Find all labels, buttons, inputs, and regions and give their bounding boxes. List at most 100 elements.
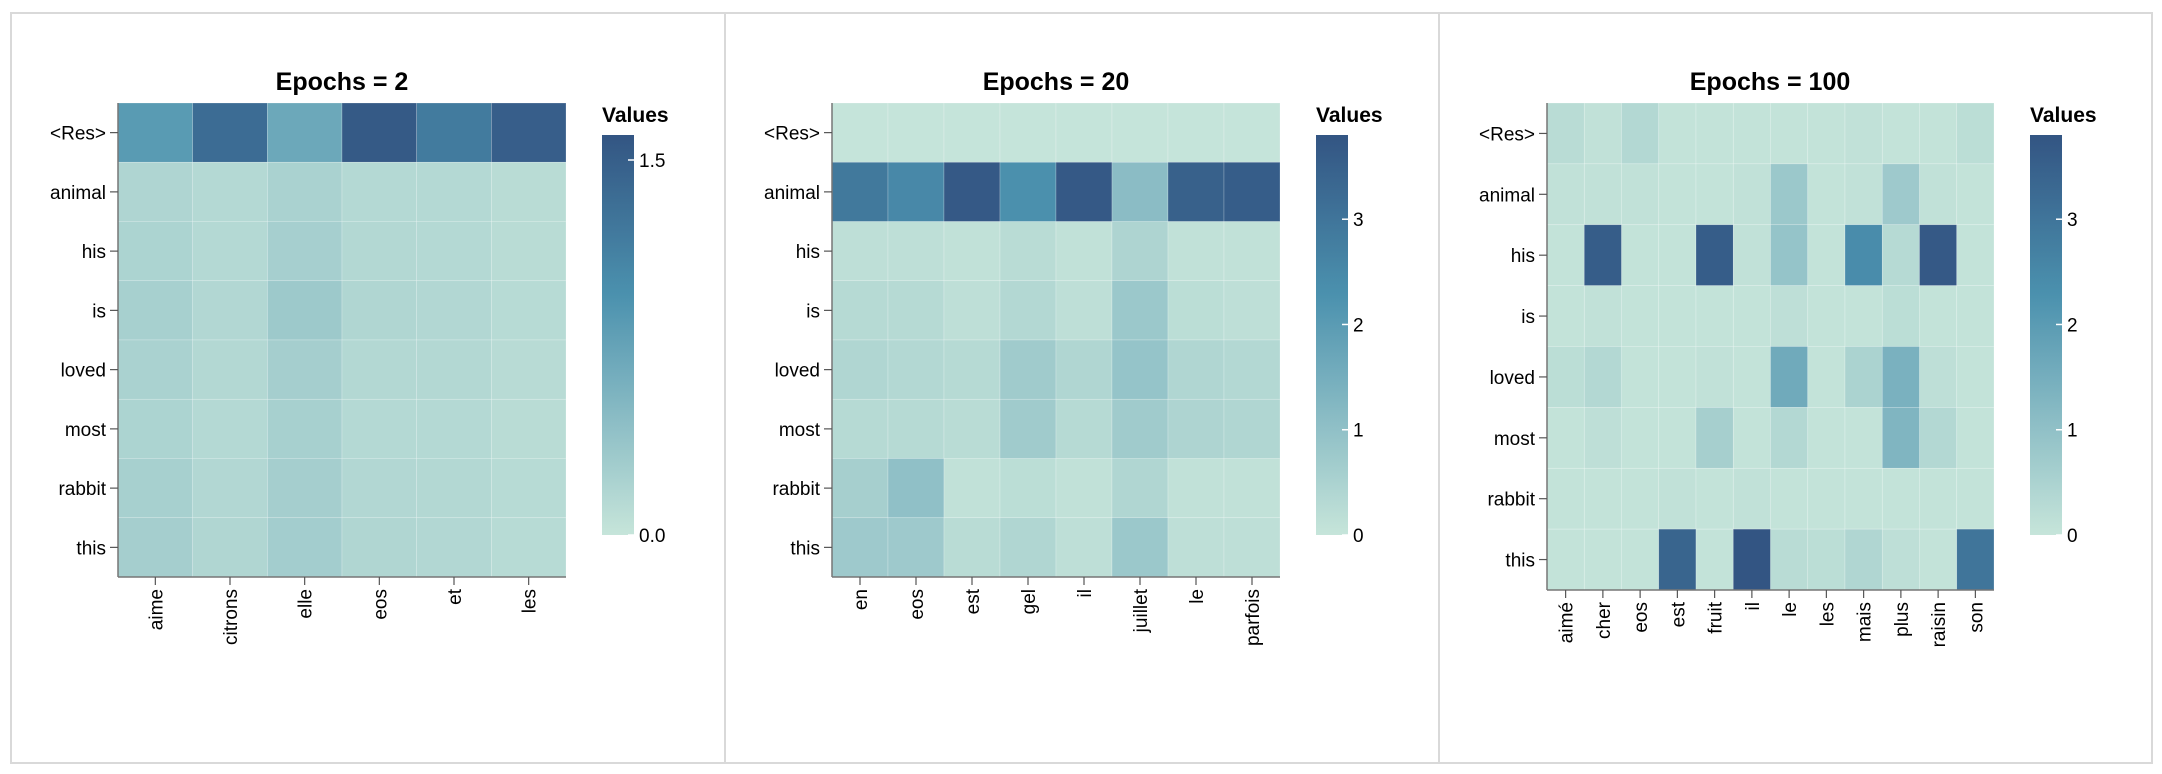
y-tick-label: most (779, 420, 821, 441)
heatmap-cell (1658, 407, 1697, 469)
heatmap-cell (1770, 224, 1809, 286)
heatmap-cell (491, 221, 567, 282)
heatmap-cell (1621, 528, 1660, 591)
x-tick-label: eos (370, 589, 391, 620)
heatmap-cell (1770, 407, 1809, 469)
x-tick-label: eos (907, 589, 928, 620)
heatmap-cell (117, 339, 193, 400)
heatmap-cell (1055, 221, 1113, 282)
heatmap-cell (1658, 224, 1697, 286)
heatmap-cell (1956, 346, 1995, 408)
heatmap-cell (943, 280, 1001, 341)
y-tick-label: this (790, 538, 820, 559)
heatmap-cell (831, 458, 889, 519)
heatmap-cell (1223, 517, 1281, 578)
heatmap-cell (1621, 224, 1660, 286)
y-tick-label: his (82, 242, 106, 263)
heatmap-cell (1956, 224, 1995, 286)
heatmap-cell (1844, 467, 1883, 530)
heatmap-cell (831, 398, 889, 459)
heatmap-cell (1807, 407, 1846, 469)
heatmap-cell (999, 102, 1057, 163)
heatmap-cell (341, 458, 417, 519)
x-tick-label: plus (1892, 602, 1913, 637)
colorbar-tick-label: 1 (1353, 421, 1364, 442)
heatmap-cell (1621, 407, 1660, 469)
colorbar-tick-label: 2 (2067, 315, 2078, 336)
heatmap-cell (1583, 407, 1622, 469)
heatmap-cell (267, 161, 343, 222)
x-tick-label: eos (1631, 602, 1652, 633)
y-tick-label: rabbit (58, 479, 106, 500)
heatmap-cell (1807, 102, 1846, 165)
x-tick-label: le (1780, 602, 1801, 617)
heatmap-cell (887, 339, 945, 400)
heatmap-cell (192, 458, 268, 519)
x-tick-label: aimé (1557, 602, 1578, 643)
heatmap-cell (1223, 339, 1281, 400)
heatmap-cell (341, 339, 417, 400)
heatmap-cell (1956, 467, 1995, 530)
heatmap-cell (1844, 346, 1883, 408)
heatmap-cell (1807, 528, 1846, 591)
heatmap-cell (943, 102, 1001, 163)
y-tick-label: loved (61, 361, 106, 382)
x-tick-label: citrons (221, 589, 242, 645)
heatmap-cell (1055, 339, 1113, 400)
heatmap-cell (1546, 407, 1585, 469)
heatmap-cell (192, 280, 268, 341)
heatmap-cell (943, 161, 1001, 222)
heatmap-cell (1770, 528, 1809, 591)
heatmap-cell (416, 517, 492, 578)
heatmap-cell (999, 161, 1057, 222)
heatmap-cell (1881, 528, 1920, 591)
y-tick-label: animal (50, 183, 106, 204)
y-tick-label: this (76, 538, 106, 559)
heatmap-cell (416, 161, 492, 222)
heatmap-cell (1695, 285, 1734, 347)
y-tick-label: animal (1479, 185, 1535, 206)
x-tick-label: les (520, 589, 541, 613)
colorbar-tick-label: 1.5 (639, 151, 665, 172)
y-tick-label: this (1505, 551, 1535, 572)
heatmap-cell (999, 398, 1057, 459)
heatmap-cell (117, 161, 193, 222)
heatmap-cell (1546, 467, 1585, 530)
heatmap-cell (1223, 398, 1281, 459)
heatmap-cell (1546, 528, 1585, 591)
y-tick-label: rabbit (1487, 490, 1535, 511)
heatmap-cell (1055, 280, 1113, 341)
heatmap-cell (416, 339, 492, 400)
heatmap-cell (117, 221, 193, 282)
y-tick-label: is (1521, 307, 1535, 328)
heatmap-panel-epochs-20: Epochs = 20 <Res> animal his is loved most rabb… (764, 68, 1383, 646)
heatmap-cell (1844, 163, 1883, 226)
heatmap-cell (1583, 224, 1622, 286)
heatmap-cell (1583, 163, 1622, 226)
heatmap-cell (267, 339, 343, 400)
heatmap-cell (416, 398, 492, 459)
heatmap-cell (1167, 458, 1225, 519)
heatmap-cell (1732, 467, 1771, 530)
heatmap-cell (831, 280, 889, 341)
heatmap-cell (1111, 339, 1169, 400)
heatmap-cell (1111, 161, 1169, 222)
colorbar-tick-label: 2 (1353, 315, 1364, 336)
heatmap-cell (267, 458, 343, 519)
y-tick-label: <Res> (1479, 124, 1535, 145)
heatmap-cell (1658, 163, 1697, 226)
colorbar-title: Values (2030, 104, 2097, 127)
heatmap-cell (1770, 163, 1809, 226)
heatmap-cell (1111, 517, 1169, 578)
heatmap-cell (1881, 163, 1920, 226)
heatmap-cell (341, 280, 417, 341)
heatmap-cell (491, 161, 567, 222)
heatmap-cell (1919, 102, 1958, 165)
x-tick-label: et (445, 588, 466, 605)
x-tick-label: juillet (1131, 588, 1152, 633)
heatmap-cell (1223, 280, 1281, 341)
colorbar-tick-label: 1 (2067, 421, 2078, 442)
heatmap-cell (1844, 224, 1883, 286)
heatmap-cell (1695, 102, 1734, 165)
